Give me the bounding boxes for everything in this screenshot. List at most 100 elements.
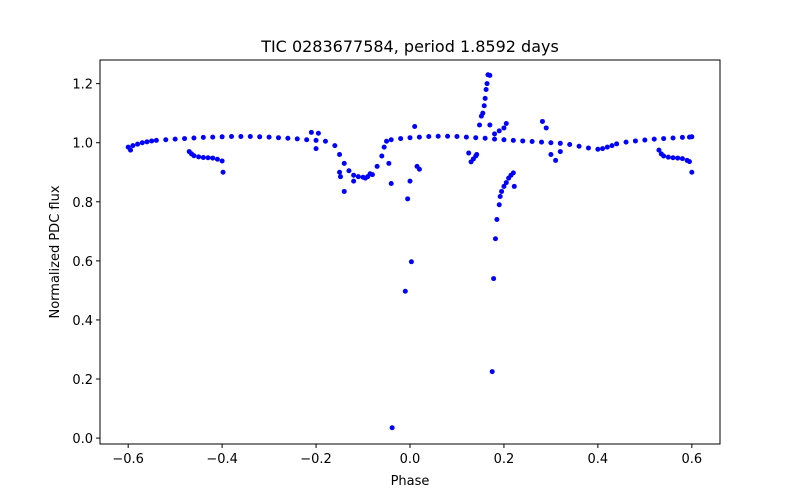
data-point (501, 183, 507, 189)
data-point (661, 136, 667, 142)
data-point (332, 143, 338, 149)
data-point (600, 146, 606, 152)
data-point (477, 122, 483, 128)
x-tick-label: 0.6 (681, 452, 702, 467)
data-point (510, 170, 516, 176)
data-point (210, 134, 216, 140)
data-point (389, 425, 395, 431)
data-point (407, 135, 413, 141)
data-point (337, 174, 343, 180)
data-point (548, 152, 554, 158)
y-axis: 0.0 0.2 0.4 0.6 0.8 1.0 1.2 (72, 78, 100, 447)
data-point (482, 95, 488, 101)
y-tick-label: 0.2 (72, 373, 93, 388)
data-point (482, 135, 488, 141)
data-point (238, 134, 244, 139)
data-point (304, 137, 310, 143)
data-point (585, 145, 591, 151)
data-point (494, 217, 500, 223)
data-point (665, 154, 671, 160)
data-point (322, 138, 328, 144)
x-tick-label: 0.0 (400, 452, 421, 467)
data-point (200, 134, 206, 140)
x-tick-label: 0.2 (494, 452, 515, 467)
data-point (445, 133, 451, 139)
x-axis-label: Phase (391, 474, 430, 489)
y-tick-label: 0.8 (72, 196, 93, 211)
data-point (661, 153, 667, 159)
data-point (149, 138, 155, 144)
data-point (172, 136, 178, 142)
data-point (200, 154, 206, 160)
x-tick-label: −0.4 (206, 452, 238, 467)
data-point (191, 153, 197, 159)
data-point (510, 137, 516, 143)
data-point (402, 288, 408, 294)
data-point (520, 138, 526, 144)
data-point (497, 193, 503, 199)
data-point (679, 156, 685, 162)
data-point (548, 140, 554, 146)
data-point (651, 136, 657, 142)
data-point (632, 138, 638, 144)
data-point (529, 139, 535, 145)
data-point (492, 236, 498, 242)
x-tick-label: −0.6 (112, 452, 144, 467)
data-point (539, 118, 545, 124)
data-point (473, 135, 479, 141)
data-point (139, 140, 145, 146)
y-tick-label: 0.0 (72, 432, 93, 447)
data-point (474, 152, 480, 158)
data-point (294, 136, 300, 142)
data-point (257, 134, 263, 140)
data-point (308, 129, 314, 135)
data-point (656, 147, 662, 153)
data-point (384, 138, 390, 144)
data-point (489, 369, 495, 375)
data-point (416, 134, 422, 140)
data-point (351, 178, 357, 184)
data-point (499, 188, 505, 194)
data-point (163, 137, 169, 143)
data-point (266, 134, 272, 140)
data-point (135, 141, 141, 147)
data-point (501, 125, 507, 131)
data-point (196, 154, 202, 160)
x-axis: −0.6 −0.4 −0.2 0.0 0.2 0.4 0.6 (112, 444, 702, 467)
data-point (689, 169, 695, 175)
data-point (367, 171, 373, 177)
data-point (670, 135, 676, 141)
data-point (466, 150, 472, 156)
data-point (416, 166, 422, 172)
data-point (511, 183, 517, 189)
data-point (567, 141, 573, 147)
data-point (229, 134, 235, 139)
data-point (543, 125, 549, 131)
data-point (313, 146, 319, 152)
data-point (576, 143, 582, 149)
data-point (503, 180, 509, 186)
data-point (337, 152, 343, 158)
data-point (496, 202, 502, 208)
data-point (362, 175, 368, 181)
y-tick-label: 1.2 (72, 78, 93, 93)
data-point (426, 134, 432, 139)
y-axis-label: Normalized PDC flux (48, 185, 63, 318)
data-point (205, 155, 211, 161)
data-point (483, 87, 489, 93)
data-point (130, 143, 136, 149)
data-point (398, 136, 404, 142)
data-point (313, 137, 319, 143)
data-point (275, 135, 281, 141)
data-point (285, 135, 291, 141)
data-point (492, 136, 498, 142)
data-point (346, 168, 352, 174)
data-point (182, 136, 188, 142)
data-point (386, 160, 392, 166)
data-point (487, 72, 493, 78)
data-point (689, 134, 695, 140)
data-point (557, 149, 563, 155)
data-point (480, 110, 486, 116)
data-point (247, 134, 253, 139)
